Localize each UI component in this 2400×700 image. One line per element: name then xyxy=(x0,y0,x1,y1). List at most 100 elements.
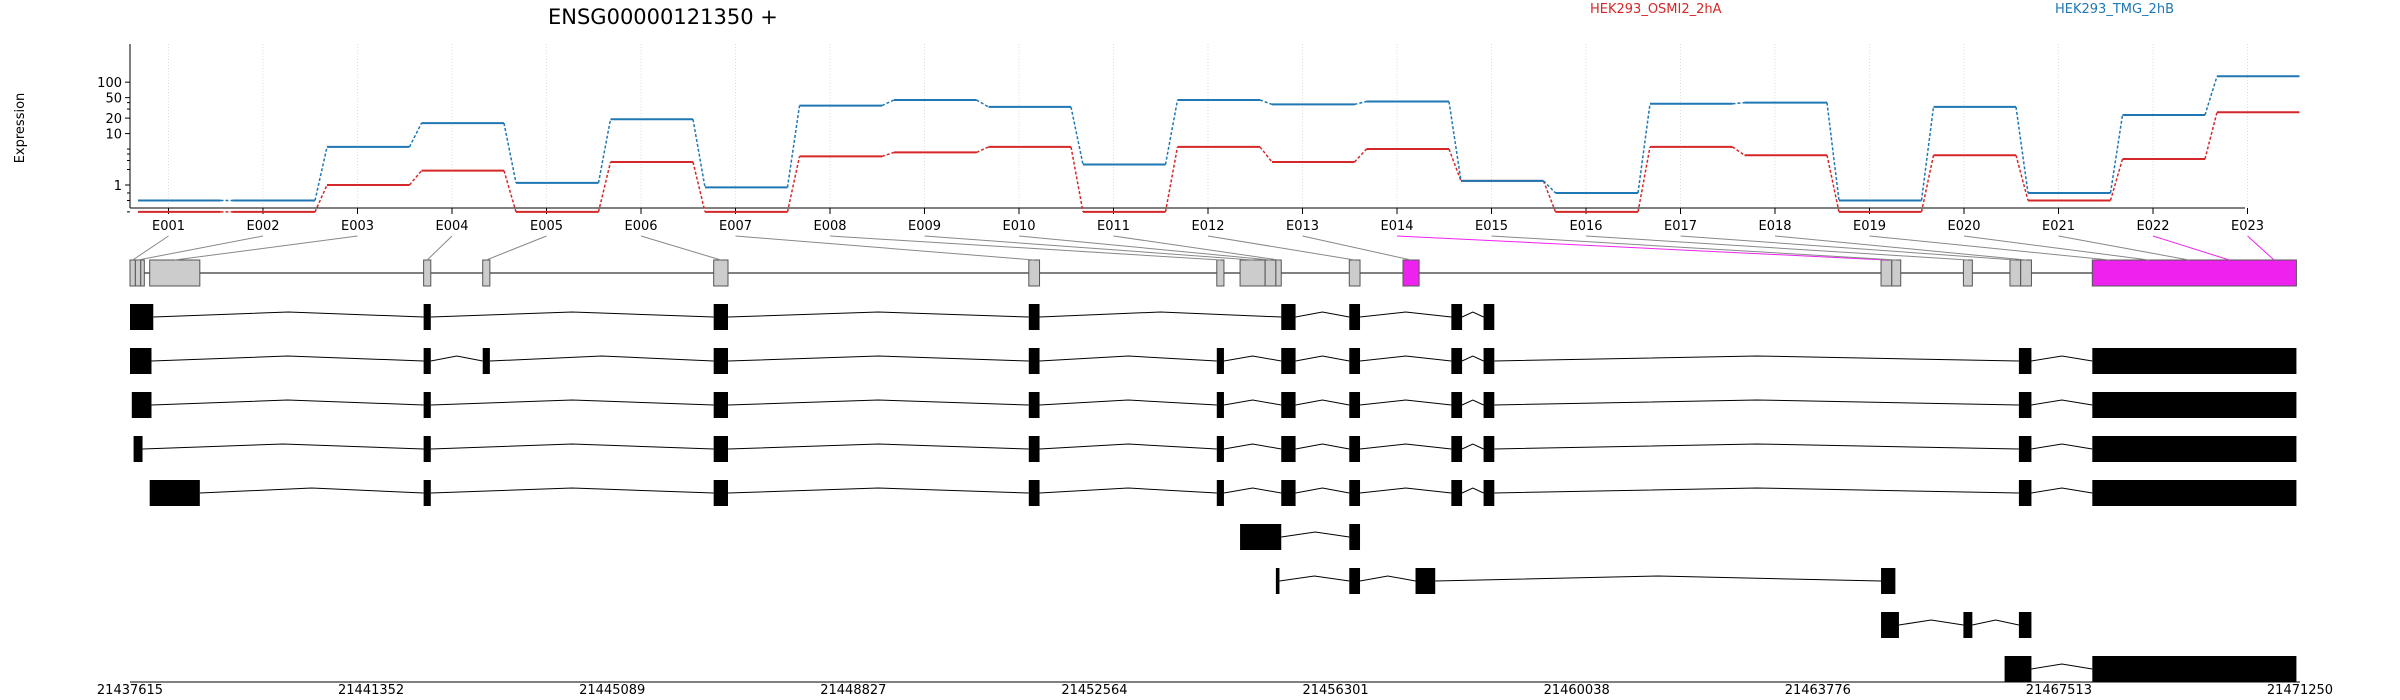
transcript-exon xyxy=(1281,480,1296,506)
transcript-intron xyxy=(1359,311,1452,318)
transcript-exon xyxy=(1881,612,1899,638)
exon-label: E007 xyxy=(719,219,752,234)
transcript-exon xyxy=(1216,348,1224,374)
exon-leader-line xyxy=(1491,235,1897,261)
exon-label: E019 xyxy=(1853,219,1886,234)
transcript-exon xyxy=(2092,436,2297,462)
exon-label: E005 xyxy=(530,219,563,234)
exon-leader-line xyxy=(924,235,1253,261)
transcript-exon xyxy=(1349,304,1361,330)
transcript-exon xyxy=(1881,568,1896,594)
transcript-intron xyxy=(151,399,424,406)
series-1-connector xyxy=(1448,101,1462,182)
exon-leader-line xyxy=(829,235,1221,261)
y-tick-label: 100 xyxy=(97,76,122,91)
transcript-intron xyxy=(1223,399,1282,406)
transcript-intron xyxy=(1295,443,1350,450)
coordinate-tick-label: 21471250 xyxy=(2267,683,2333,698)
exon-label: E023 xyxy=(2231,219,2264,234)
transcript-models xyxy=(130,304,2297,682)
gene-exon-block xyxy=(1962,259,1973,287)
series-0-connector xyxy=(1259,146,1273,163)
transcript-intron xyxy=(2031,399,2093,406)
series-0-connector xyxy=(976,146,989,154)
series-1-connector xyxy=(1732,101,1745,105)
series-1-connector xyxy=(1259,99,1273,106)
exon-label: E006 xyxy=(624,219,657,234)
transcript-intron xyxy=(1435,575,1882,582)
transcript-exon xyxy=(1240,524,1282,550)
gene-exon-block xyxy=(713,259,729,287)
exon-leader-line xyxy=(2247,235,2275,261)
exon-label: E001 xyxy=(152,219,185,234)
transcript-intron xyxy=(1223,487,1282,494)
transcript-intron xyxy=(1295,311,1350,318)
transcript-exon xyxy=(713,436,729,462)
transcript-intron xyxy=(153,311,424,318)
transcript-intron xyxy=(1494,399,2019,406)
exon-label: E012 xyxy=(1191,219,1224,234)
exon-label: E018 xyxy=(1758,219,1791,234)
transcript-exon xyxy=(1028,480,1040,506)
gene-exon-block xyxy=(1880,259,1893,287)
gene-exon-block xyxy=(1028,259,1041,287)
transcript-exon xyxy=(1451,304,1463,330)
transcript-intron xyxy=(2031,663,2093,670)
gene-exon-block xyxy=(1264,259,1277,287)
transcript-intron xyxy=(1494,487,2019,494)
series-1-connector xyxy=(503,122,517,184)
gene-exon-block xyxy=(482,259,491,287)
transcript-intron xyxy=(2031,355,2093,362)
exon-leader-line xyxy=(2152,235,2230,261)
transcript-intron xyxy=(727,399,1029,406)
transcript-intron xyxy=(727,487,1029,494)
transcript-intron xyxy=(1295,399,1350,406)
transcript-exon xyxy=(1281,304,1296,330)
exon-leader-line xyxy=(1302,235,1412,261)
series-0-connector xyxy=(503,170,517,213)
y-tick-label: 50 xyxy=(105,92,122,107)
transcript-intron xyxy=(430,399,714,406)
exon-label: E017 xyxy=(1664,219,1697,234)
transcript-exon xyxy=(2018,392,2032,418)
transcript-exon xyxy=(423,480,431,506)
transcript-intron xyxy=(2031,443,2093,450)
transcript-intron xyxy=(151,355,424,362)
transcript-exon xyxy=(1349,436,1361,462)
series-0-connector xyxy=(692,161,706,213)
transcript-exon xyxy=(2018,612,2032,638)
transcript-exon xyxy=(1349,524,1361,550)
transcript-intron xyxy=(1461,355,1484,362)
transcript-intron xyxy=(1281,531,1350,538)
transcript-exon xyxy=(1216,392,1224,418)
series-0-connector xyxy=(1448,148,1462,182)
series-1-connector xyxy=(786,105,801,188)
series-0-connector xyxy=(1070,146,1084,213)
exon-labels: E001 E002 E003 E004 E005 E006 E007 E008 E009 E010… xyxy=(152,219,2264,234)
transcript-intron xyxy=(1972,619,2020,626)
transcript-intron xyxy=(1039,399,1217,406)
series-1-connector xyxy=(881,99,895,107)
y-axis-label: Expression xyxy=(13,93,28,164)
series-1-connector xyxy=(2015,106,2029,194)
series-0-connector xyxy=(2109,158,2124,201)
exon-leader-line xyxy=(1869,235,2110,261)
transcript-intron xyxy=(199,487,424,494)
coordinate-axis: 21437615 21441352 21445089 21448827 21452564… xyxy=(97,681,2333,698)
coordinate-tick-label: 21467513 xyxy=(2026,683,2092,698)
exon-leader-line xyxy=(1396,235,1887,261)
transcript-intron xyxy=(430,311,714,318)
exon-leader-line xyxy=(640,235,721,261)
transcript-exon xyxy=(482,348,490,374)
gene-exon-block xyxy=(149,259,201,287)
transcript-exon xyxy=(713,304,729,330)
transcript-intron xyxy=(1359,443,1452,450)
coordinate-tick-label: 21463776 xyxy=(1785,683,1851,698)
gene-model xyxy=(129,235,2297,287)
exon-label: E009 xyxy=(908,219,941,234)
transcript-intron xyxy=(430,355,483,362)
transcript-intron xyxy=(727,355,1029,362)
exon-leader-line xyxy=(1774,235,2027,261)
transcript-intron xyxy=(489,355,714,362)
